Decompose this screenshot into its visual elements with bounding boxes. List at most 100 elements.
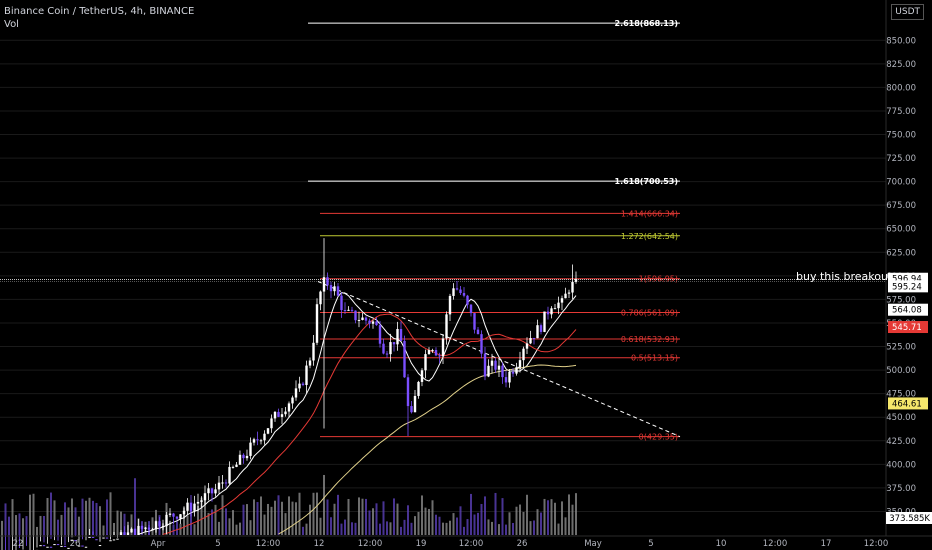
volume-bar [417,511,420,535]
volume-bar [204,493,206,535]
volume-bar [319,517,322,535]
candle-body [448,295,452,315]
volume-bar [333,503,336,535]
candle-body [287,403,291,412]
candle-body [154,521,158,530]
volume-bar [550,499,553,535]
volume-bar [512,522,514,535]
candle-body [529,338,532,344]
volume-bar [256,502,259,535]
price-flag-bg [888,280,928,293]
volume-bar [540,512,542,535]
volume-bar [330,517,332,535]
price-tick-label: 725.00 [886,154,916,164]
candle-body [441,338,445,357]
candle-body [431,350,434,352]
candle-body [168,513,172,515]
candle-body [445,314,448,339]
volume-bar [176,521,178,535]
volume-flag-label: 373.585K [889,514,930,524]
volume-flag-bg [886,512,932,524]
volume-bar [379,523,381,535]
candle-body [284,411,287,415]
candle-body [158,521,161,527]
volume-bar [60,514,63,535]
candle-body [466,295,469,305]
candle-body [515,367,518,374]
candle-body [242,454,245,459]
volume-bar [487,519,490,535]
fib-level-label: 1.272(642.54) [621,232,678,241]
volume-bar [81,498,84,535]
candle-body [525,343,529,349]
candle-body [67,547,70,549]
volume-bar [267,503,269,535]
price-flag-bg [888,303,928,316]
volume-bar [568,494,570,535]
volume-bar [536,509,539,535]
time-tick-label: 10 [716,539,727,549]
candle-body [539,325,543,332]
candle-body [81,545,84,547]
candle-body [326,277,329,286]
candle-body [53,544,56,546]
volume-indicator-label[interactable]: Vol [4,19,19,30]
candle-body [175,516,179,519]
volume-bar [396,503,399,535]
time-tick-label: Apr [151,539,166,549]
descending-trendline [317,281,681,438]
volume-bar [519,504,521,535]
volume-bar [106,499,108,535]
candle-body [193,503,196,511]
price-flag-label: 464.61 [892,399,922,409]
candle-body [119,532,123,535]
volume-bar [435,514,437,535]
grid-lines [0,39,886,512]
candle-body [550,308,553,315]
candle-body [84,546,88,548]
time-tick-label: 12:00 [763,539,788,549]
volume-bar [109,492,112,535]
time-tick-label: 12 [314,539,325,549]
time-tick-label: 12:00 [459,539,484,549]
candle-body [123,532,126,535]
volume-bar [445,522,448,535]
volume-bar [477,512,479,535]
volume-bar [99,506,101,535]
candle-body [329,285,333,292]
fib-level-label: 0.786(561.09) [621,309,678,318]
candle-body [392,342,396,345]
volume-bar [32,493,35,535]
candle-body [238,454,242,465]
candle-body [322,277,326,292]
volume-bar [305,523,308,535]
candle-body [469,304,473,314]
volume-bar [18,513,21,535]
candle-body [385,353,389,355]
candle-body [413,395,417,413]
price-tick-label: 700.00 [886,178,916,188]
candle-body [504,377,508,383]
candle-body [462,293,466,296]
candle-body [389,342,392,355]
candle-body [109,540,112,542]
candle-body [420,370,424,382]
candle-body [102,537,105,539]
candle-body [186,502,189,511]
price-tick-label: 375.00 [886,484,916,494]
volume-bar [22,518,24,535]
volume-bar [78,516,80,535]
volume-bar [116,510,119,535]
volume-bars [1,474,577,535]
currency-unit-button[interactable]: USDT [891,4,924,20]
volume-bar [316,492,318,535]
price-tick-label: 775.00 [886,107,916,117]
volume-bar [459,506,462,535]
volume-bar [323,474,325,535]
volume-bar [29,494,31,535]
candle-body [553,308,557,310]
volume-bar [564,517,567,535]
volume-bar [438,516,441,535]
